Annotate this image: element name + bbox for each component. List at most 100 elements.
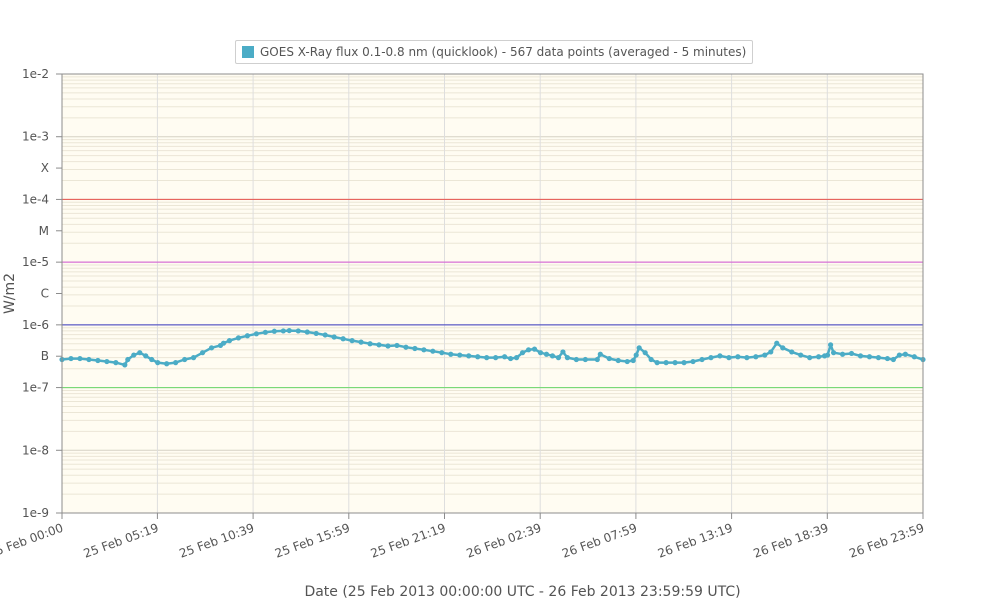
data-point [582, 356, 588, 363]
data-point [597, 351, 603, 357]
plot-area [62, 74, 923, 513]
data-point [633, 352, 639, 358]
data-point [875, 355, 882, 361]
data-point [798, 352, 804, 358]
data-point [890, 356, 896, 363]
x-tick-label: 26 Feb 18:39 [752, 521, 831, 561]
data-point [537, 350, 544, 356]
data-point [286, 327, 292, 334]
data-point [253, 331, 259, 337]
data-point [137, 350, 143, 356]
data-point [594, 356, 600, 363]
data-point [262, 329, 268, 335]
data-point [624, 358, 630, 365]
data-point [271, 328, 277, 334]
data-point [857, 353, 864, 359]
y-tick-label: 1e-2 [22, 67, 49, 81]
data-point [385, 343, 391, 349]
data-point [866, 354, 873, 360]
y-tick-label: 1e-9 [22, 506, 49, 520]
flare-class-lines [62, 198, 923, 389]
data-point [911, 354, 917, 360]
data-point [884, 355, 891, 362]
data-point [439, 350, 445, 356]
x-axis-title: Date (25 Feb 2013 00:00:00 UTC - 26 Feb … [304, 584, 740, 600]
data-point [717, 353, 723, 359]
minor-gridlines [62, 76, 923, 495]
data-point [606, 355, 612, 362]
data-point [226, 338, 233, 344]
series-points [59, 327, 926, 368]
data-point [448, 351, 454, 357]
data-point [848, 350, 855, 357]
data-point [68, 355, 74, 362]
data-point [208, 345, 215, 351]
x-tick-label: 25 Feb 15:59 [273, 521, 352, 561]
y-tick-label: M [39, 224, 49, 238]
data-point [525, 347, 532, 353]
data-point [699, 356, 705, 363]
data-point [502, 354, 508, 360]
y-tick-label: 1e-3 [22, 130, 49, 144]
data-point [663, 360, 669, 366]
data-point [564, 355, 571, 361]
data-point [149, 356, 155, 363]
data-point [519, 350, 526, 356]
data-point [143, 353, 149, 359]
data-point [155, 360, 161, 366]
y-tick-label: C [41, 287, 49, 301]
data-point [173, 360, 179, 366]
data-point [780, 345, 786, 351]
y-tick-label: 1e-7 [22, 381, 49, 395]
data-point [708, 355, 714, 361]
x-tick-label: 25 Feb 10:39 [177, 521, 256, 561]
data-point [313, 330, 319, 337]
data-point [531, 346, 538, 352]
data-point [235, 335, 242, 341]
data-point [349, 338, 355, 344]
data-point [376, 342, 382, 348]
x-tick-label: 26 Feb 02:39 [464, 521, 543, 561]
legend-label: GOES X-Ray flux 0.1-0.8 nm (quicklook) -… [260, 45, 747, 59]
data-point [466, 353, 472, 359]
data-point [839, 351, 846, 357]
y-tick-label: 1e-8 [22, 443, 49, 457]
data-point [367, 341, 373, 347]
data-point [457, 352, 463, 358]
data-point [555, 355, 562, 361]
data-point [642, 350, 648, 356]
y-tick-label: 1e-5 [22, 255, 49, 269]
data-point [807, 355, 813, 361]
data-point [475, 354, 481, 360]
data-point [549, 353, 556, 359]
x-tick-label: 26 Feb 07:59 [560, 521, 639, 561]
data-point [753, 354, 759, 360]
data-point [280, 328, 286, 334]
x-tick-label: 25 Feb 05:19 [82, 521, 161, 561]
data-point [164, 361, 170, 367]
data-point [672, 360, 678, 366]
data-point [507, 355, 514, 362]
data-point [430, 348, 436, 354]
x-tick-label: 25 Feb 21:19 [369, 521, 448, 561]
series-line [61, 329, 924, 367]
data-point [774, 340, 780, 346]
data-point [295, 328, 301, 334]
x-tick-label: 26 Feb 23:59 [847, 521, 926, 561]
data-point [125, 356, 131, 363]
data-point [340, 336, 346, 342]
data-point [131, 352, 137, 358]
data-point [394, 342, 400, 349]
chart-legend[interactable]: GOES X-Ray flux 0.1-0.8 nm (quicklook) -… [235, 40, 754, 64]
data-point [560, 349, 566, 355]
data-point [648, 356, 654, 363]
data-point [190, 355, 197, 361]
data-point [902, 351, 908, 357]
data-point [896, 352, 902, 358]
data-point [573, 356, 579, 363]
data-point [630, 357, 636, 364]
data-point [412, 345, 418, 352]
data-point [421, 347, 427, 353]
data-point [86, 356, 92, 363]
